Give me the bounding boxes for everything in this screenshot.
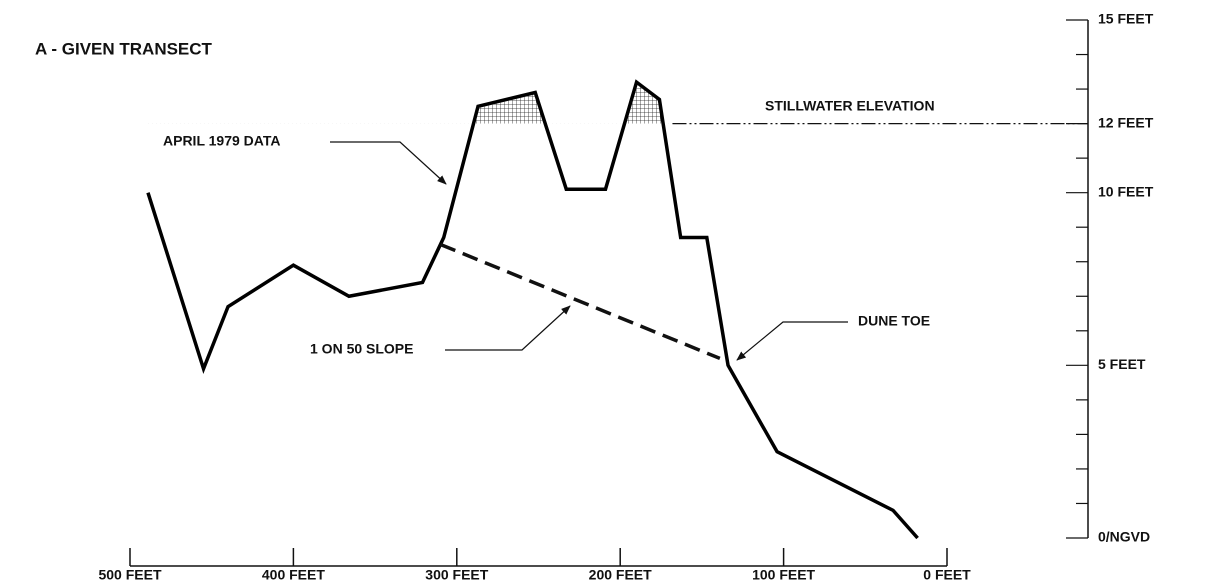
leader bbox=[445, 305, 571, 351]
stillwater-label: STILLWATER ELEVATION bbox=[765, 97, 935, 113]
x-tick-label: 100 FEET bbox=[752, 567, 815, 580]
x-tick-label: 500 FEET bbox=[98, 567, 161, 580]
annotation: APRIL 1979 DATA bbox=[163, 133, 280, 149]
y-tick-label: 0/NGVD bbox=[1098, 529, 1150, 545]
chart-title: A - GIVEN TRANSECT bbox=[35, 39, 213, 58]
y-tick-label: 5 FEET bbox=[1098, 356, 1146, 372]
x-tick-label: 300 FEET bbox=[425, 567, 488, 580]
hatched-area bbox=[147, 82, 918, 124]
y-tick-label: 10 FEET bbox=[1098, 183, 1154, 199]
leader bbox=[736, 321, 848, 361]
y-tick-label: 12 FEET bbox=[1098, 114, 1154, 130]
annotation: DUNE TOE bbox=[858, 313, 930, 329]
x-tick-label: 400 FEET bbox=[262, 567, 325, 580]
slope-line bbox=[439, 242, 721, 361]
data-line bbox=[146, 79, 919, 540]
leader bbox=[330, 141, 447, 185]
x-tick-label: 0 FEET bbox=[923, 567, 971, 580]
x-tick-label: 200 FEET bbox=[589, 567, 652, 580]
annotation: 1 ON 50 SLOPE bbox=[310, 341, 413, 357]
y-tick-label: 15 FEET bbox=[1098, 11, 1154, 27]
